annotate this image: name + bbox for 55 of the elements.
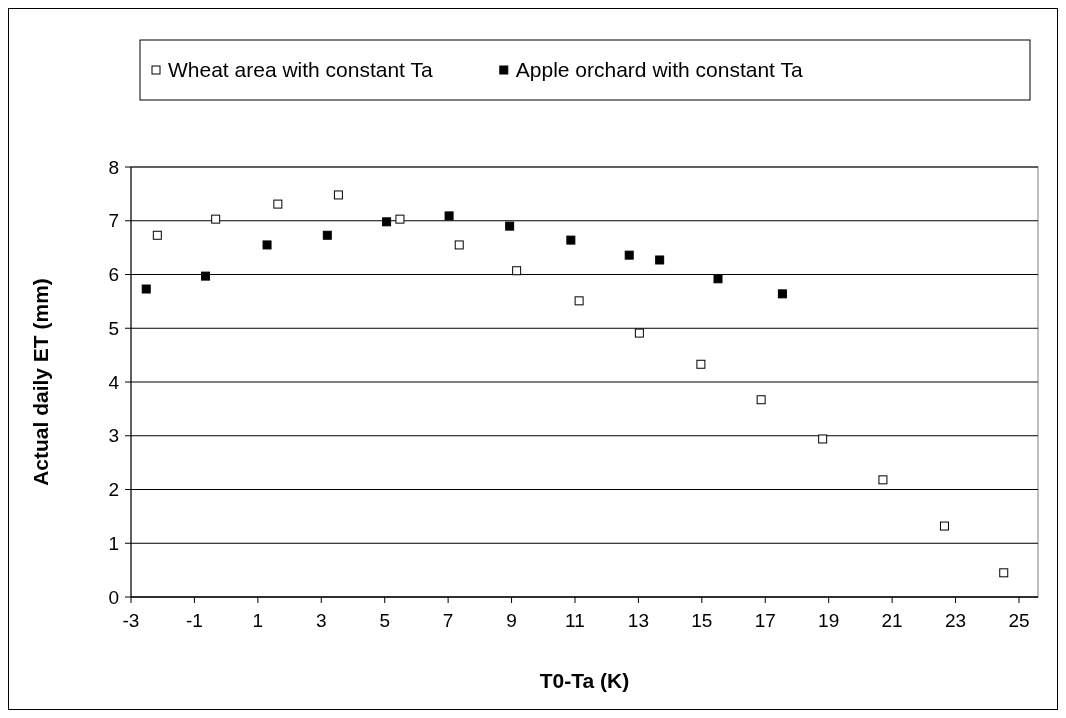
x-tick-label: 1 xyxy=(252,610,264,631)
point xyxy=(382,217,392,227)
legend-label: Wheat area with constant Ta xyxy=(168,58,433,82)
x-tick-label: 7 xyxy=(442,610,454,631)
y-tick-label: 3 xyxy=(108,425,119,447)
y-tick-label: 0 xyxy=(108,586,119,608)
point xyxy=(201,271,211,281)
x-tick-label: 25 xyxy=(1008,610,1030,631)
point xyxy=(696,359,706,369)
point xyxy=(713,274,723,284)
y-tick-label: 1 xyxy=(108,532,119,554)
point xyxy=(999,568,1009,578)
point xyxy=(505,221,515,231)
point xyxy=(624,250,634,260)
y-tick-label: 8 xyxy=(108,156,119,178)
point xyxy=(454,240,464,250)
point xyxy=(939,521,949,531)
point xyxy=(444,211,454,221)
point xyxy=(333,190,343,200)
x-tick-label: 3 xyxy=(315,610,327,631)
x-tick-label: 15 xyxy=(691,610,713,631)
y-tick-label: 2 xyxy=(108,479,119,501)
x-tick-label: -1 xyxy=(185,610,203,631)
x-tick-label: 19 xyxy=(818,610,840,631)
x-axis-title: T0-Ta (K) xyxy=(539,669,630,692)
x-tick-label: 9 xyxy=(506,610,517,631)
legend-label: Apple orchard with constant Ta xyxy=(515,58,803,82)
point xyxy=(756,395,766,405)
y-tick-label: 7 xyxy=(108,210,119,232)
x-tick-label: 23 xyxy=(944,610,967,631)
point xyxy=(655,255,665,265)
point xyxy=(818,434,828,444)
point xyxy=(566,235,576,245)
point xyxy=(322,230,332,240)
x-tick-label: 13 xyxy=(627,610,649,631)
point xyxy=(273,199,283,209)
point xyxy=(574,296,584,306)
x-tick-label: -3 xyxy=(122,610,140,631)
point xyxy=(141,284,151,294)
y-tick-label: 6 xyxy=(108,264,119,286)
y-axis-title: Actual daily ET (mm) xyxy=(29,278,52,486)
x-tick-label: 5 xyxy=(379,610,390,631)
point xyxy=(152,230,162,240)
y-tick-label: 5 xyxy=(108,317,119,339)
x-tick-label: 21 xyxy=(881,610,903,631)
point xyxy=(211,214,221,224)
point xyxy=(777,289,787,299)
point xyxy=(395,214,405,224)
point xyxy=(512,266,522,276)
point xyxy=(634,328,644,338)
point xyxy=(878,475,888,485)
y-tick-label: 4 xyxy=(108,371,120,393)
point xyxy=(262,240,272,250)
x-tick-label: 17 xyxy=(754,610,776,631)
x-tick-label: 11 xyxy=(565,610,585,631)
